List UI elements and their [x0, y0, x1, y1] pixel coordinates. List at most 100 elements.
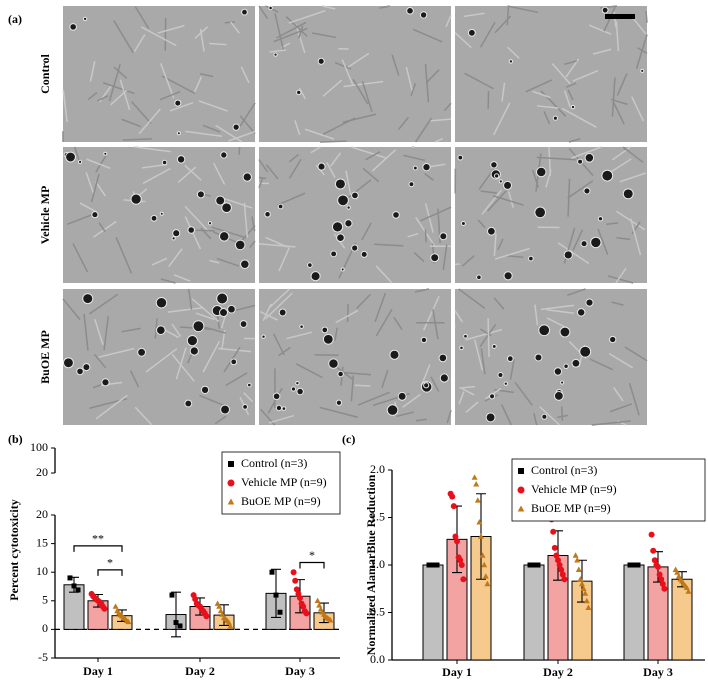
- particle: [423, 382, 430, 389]
- micrograph: [259, 288, 452, 426]
- legend-label: Control (n=3): [531, 463, 597, 477]
- cell-texture: [564, 60, 577, 66]
- data-point: [112, 603, 119, 609]
- cell-texture: [228, 130, 256, 142]
- particle: [277, 203, 284, 210]
- data-point: [125, 618, 132, 625]
- particle: [230, 358, 238, 366]
- cell-texture: [629, 218, 642, 256]
- data-point: [482, 573, 489, 579]
- cell-texture: [122, 138, 152, 141]
- legend-label: BuOE MP (n=9): [531, 501, 611, 515]
- cell-texture: [288, 153, 299, 163]
- cell-texture: [131, 101, 152, 124]
- data-point: [685, 588, 692, 594]
- cell-texture: [375, 265, 393, 284]
- cell-texture: [492, 195, 524, 206]
- particle: [344, 219, 353, 228]
- cell-texture: [464, 72, 494, 90]
- x-tick-label: Day 1: [83, 664, 113, 678]
- particle: [503, 381, 508, 386]
- scale-bar: [605, 14, 635, 19]
- data-point: [585, 604, 592, 610]
- data-point: [101, 605, 108, 612]
- cell-texture: [630, 15, 647, 35]
- cell-texture: [277, 192, 306, 206]
- cell-texture: [609, 403, 632, 413]
- cell-texture: [480, 190, 497, 194]
- particle: [232, 123, 240, 131]
- particle: [189, 346, 199, 356]
- micrograph: [62, 288, 256, 426]
- x-tick-label: Day 3: [643, 665, 673, 679]
- data-point: [583, 597, 590, 604]
- cell-texture: [334, 61, 352, 70]
- particle: [159, 211, 164, 216]
- y-tick-label: -5: [38, 650, 48, 664]
- cell-texture: [567, 288, 586, 297]
- cell-texture: [631, 96, 645, 122]
- legend-label: BuOE MP (n=9): [241, 494, 321, 508]
- data-point: [452, 533, 459, 540]
- particle: [330, 250, 338, 258]
- particle: [459, 345, 464, 351]
- particle: [219, 308, 228, 318]
- cell-texture: [154, 318, 158, 339]
- cell-texture: [264, 292, 293, 320]
- cell-texture: [326, 162, 336, 178]
- micrograph: [258, 146, 452, 284]
- cell-texture: [479, 21, 496, 48]
- cell-texture: [497, 238, 504, 251]
- data-point: [572, 552, 579, 558]
- cell-texture: [98, 347, 135, 358]
- cell-texture: [396, 411, 415, 418]
- data-point: [292, 577, 299, 584]
- particle: [317, 162, 326, 171]
- cell-texture: [414, 117, 433, 143]
- micrograph: [62, 6, 256, 143]
- cell-texture: [87, 92, 98, 101]
- micrograph: [258, 5, 452, 143]
- cell-texture: [391, 54, 400, 76]
- particle: [91, 211, 99, 219]
- data-point: [293, 586, 300, 593]
- legend-label: Vehicle MP (n=9): [241, 475, 327, 489]
- data-point: [169, 592, 175, 598]
- particle: [534, 206, 547, 219]
- cell-texture: [151, 257, 168, 266]
- cell-texture: [224, 21, 235, 24]
- particle: [386, 404, 399, 416]
- cell-texture: [215, 124, 243, 143]
- cell-texture: [223, 197, 253, 209]
- cell-texture: [134, 146, 171, 153]
- particle: [155, 325, 166, 336]
- data-point: [277, 609, 283, 615]
- data-point: [426, 562, 432, 568]
- cell-texture: [365, 151, 381, 161]
- particle: [171, 236, 176, 241]
- data-point: [75, 587, 81, 593]
- data-point: [316, 602, 323, 608]
- cell-texture: [420, 364, 431, 386]
- cell-texture: [419, 206, 452, 222]
- data-point: [550, 528, 557, 535]
- particle: [439, 373, 449, 383]
- cell-texture: [171, 323, 182, 337]
- cell-texture: [211, 226, 247, 239]
- data-point: [580, 585, 587, 591]
- micrograph-bg: [259, 6, 451, 142]
- particle: [82, 293, 94, 305]
- data-point: [290, 569, 297, 576]
- cell-texture: [611, 77, 616, 117]
- cell-texture: [88, 293, 119, 315]
- cell-texture: [129, 370, 140, 388]
- particle: [351, 191, 359, 200]
- cell-texture: [330, 152, 342, 167]
- cell-texture: [560, 406, 564, 421]
- cell-texture: [374, 292, 387, 323]
- cell-texture: [258, 177, 264, 188]
- data-point: [314, 597, 321, 603]
- cell-texture: [565, 58, 580, 78]
- particle: [579, 345, 592, 358]
- particle: [82, 363, 91, 372]
